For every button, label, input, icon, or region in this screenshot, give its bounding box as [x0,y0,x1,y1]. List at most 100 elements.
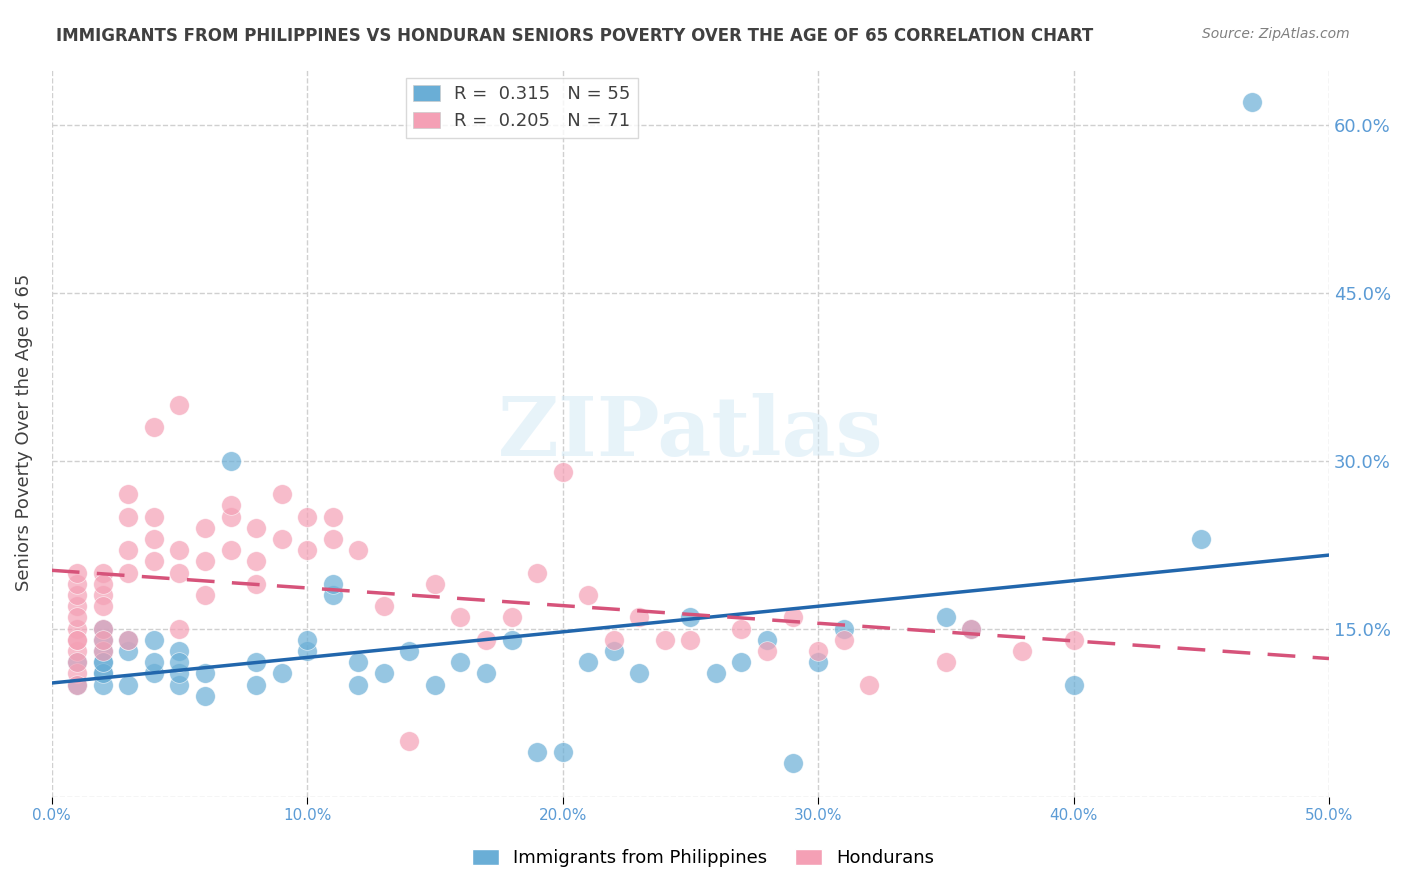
Point [169,543,191,558]
Point [219,543,242,558]
Point [730,655,752,669]
Point [501,610,523,624]
Point [295,644,318,658]
Point [1189,532,1212,546]
Point [66,588,89,602]
Point [66,655,89,669]
Y-axis label: Seniors Poverty Over the Age of 65: Seniors Poverty Over the Age of 65 [15,274,32,591]
Point [526,745,548,759]
Point [475,632,498,647]
Point [450,655,472,669]
Point [501,632,523,647]
Point [66,678,89,692]
Point [194,689,217,703]
Point [142,655,165,669]
Point [832,632,855,647]
Point [66,655,89,669]
Point [398,644,420,658]
Point [91,666,114,681]
Point [66,610,89,624]
Point [91,566,114,580]
Point [66,566,89,580]
Point [66,577,89,591]
Point [603,632,626,647]
Point [373,599,395,614]
Point [117,509,139,524]
Point [66,678,89,692]
Point [194,521,217,535]
Point [628,610,651,624]
Point [782,610,804,624]
Point [347,543,370,558]
Text: ZIPatlas: ZIPatlas [498,392,883,473]
Point [1063,678,1085,692]
Point [142,632,165,647]
Point [679,610,702,624]
Point [91,622,114,636]
Point [117,632,139,647]
Point [270,532,292,546]
Point [91,577,114,591]
Point [526,566,548,580]
Point [423,577,446,591]
Point [117,632,139,647]
Point [935,610,957,624]
Point [117,543,139,558]
Point [628,666,651,681]
Point [142,509,165,524]
Point [91,588,114,602]
Point [807,655,830,669]
Point [475,666,498,681]
Point [398,733,420,747]
Point [66,599,89,614]
Point [679,632,702,647]
Point [66,632,89,647]
Point [704,666,727,681]
Point [935,655,957,669]
Point [551,465,574,479]
Point [603,644,626,658]
Point [295,632,318,647]
Point [91,599,114,614]
Point [551,745,574,759]
Point [219,499,242,513]
Point [322,577,344,591]
Point [270,487,292,501]
Point [960,622,983,636]
Point [219,453,242,467]
Text: IMMIGRANTS FROM PHILIPPINES VS HONDURAN SENIORS POVERTY OVER THE AGE OF 65 CORRE: IMMIGRANTS FROM PHILIPPINES VS HONDURAN … [56,27,1094,45]
Point [322,509,344,524]
Point [91,644,114,658]
Point [142,532,165,546]
Point [117,678,139,692]
Point [322,588,344,602]
Point [423,678,446,692]
Point [373,666,395,681]
Point [245,655,267,669]
Point [270,666,292,681]
Point [1011,644,1033,658]
Point [169,644,191,658]
Point [169,666,191,681]
Point [295,543,318,558]
Point [347,655,370,669]
Point [169,655,191,669]
Point [245,577,267,591]
Legend: Immigrants from Philippines, Hondurans: Immigrants from Philippines, Hondurans [464,841,942,874]
Point [117,566,139,580]
Point [960,622,983,636]
Point [66,632,89,647]
Point [194,666,217,681]
Point [1063,632,1085,647]
Point [142,666,165,681]
Point [832,622,855,636]
Point [194,588,217,602]
Point [576,655,599,669]
Point [117,487,139,501]
Point [169,678,191,692]
Point [322,532,344,546]
Point [245,554,267,568]
Point [142,554,165,568]
Point [730,622,752,636]
Point [1241,95,1264,109]
